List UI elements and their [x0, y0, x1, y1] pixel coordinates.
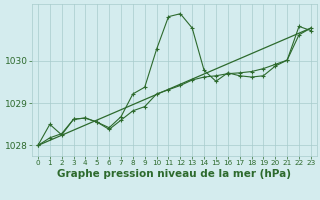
- X-axis label: Graphe pression niveau de la mer (hPa): Graphe pression niveau de la mer (hPa): [57, 169, 292, 179]
